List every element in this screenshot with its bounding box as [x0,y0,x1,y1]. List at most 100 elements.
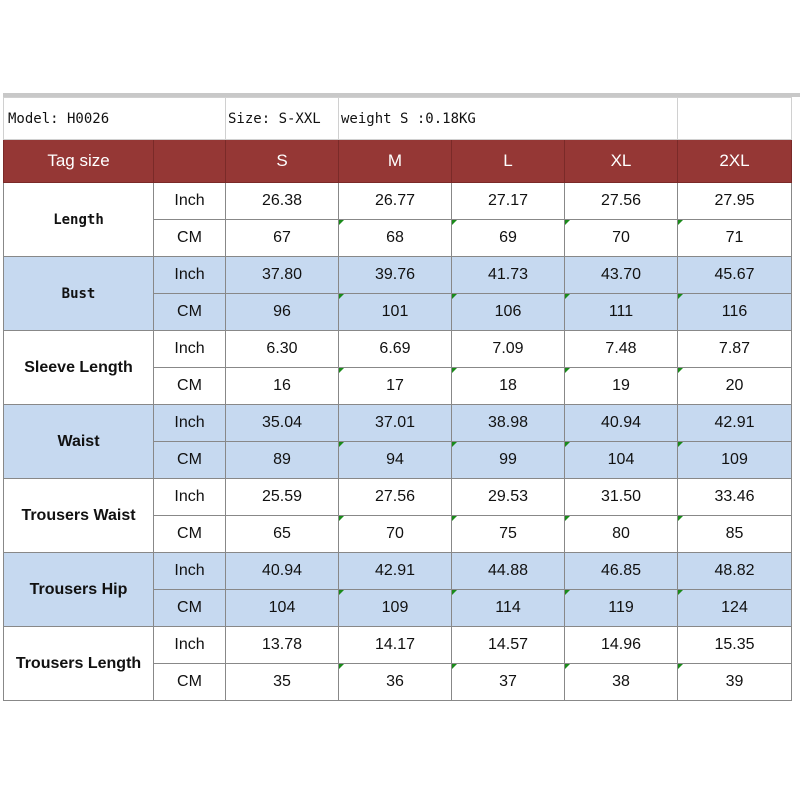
value-cell[interactable]: 42.91 [677,404,792,442]
inch-unit-cell[interactable]: Inch [153,182,226,220]
value-cell[interactable]: 70 [564,219,678,257]
value-cell[interactable]: 29.53 [451,478,565,516]
value-cell[interactable]: 109 [677,441,792,479]
value-cell[interactable]: 31.50 [564,478,678,516]
inch-unit-cell[interactable]: Inch [153,552,226,590]
tag-size-header[interactable]: Tag size [3,139,154,183]
weight-cell[interactable]: weight S :0.18KG [338,97,678,140]
inch-unit-cell[interactable]: Inch [153,626,226,664]
value-cell[interactable]: 20 [677,367,792,405]
value-cell[interactable]: 14.57 [451,626,565,664]
cm-unit-cell[interactable]: CM [153,515,226,553]
value-cell[interactable]: 38 [564,663,678,701]
value-cell[interactable]: 116 [677,293,792,331]
measurement-label-trousers-hip[interactable]: Trousers Hip [3,552,154,627]
value-cell[interactable]: 101 [338,293,452,331]
value-cell[interactable]: 69 [451,219,565,257]
value-cell[interactable]: 7.87 [677,330,792,368]
value-cell[interactable]: 75 [451,515,565,553]
unit-header[interactable] [153,139,226,183]
value-cell[interactable]: 96 [225,293,339,331]
value-cell[interactable]: 71 [677,219,792,257]
size-header-2xl[interactable]: 2XL [677,139,792,183]
inch-unit-cell[interactable]: Inch [153,256,226,294]
value-cell[interactable]: 99 [451,441,565,479]
value-cell[interactable]: 39.76 [338,256,452,294]
model-cell[interactable]: Model: H0026 [3,97,226,140]
value-cell[interactable]: 7.48 [564,330,678,368]
value-cell[interactable]: 111 [564,293,678,331]
value-cell[interactable]: 25.59 [225,478,339,516]
value-cell[interactable]: 70 [338,515,452,553]
value-cell[interactable]: 16 [225,367,339,405]
value-cell[interactable]: 35.04 [225,404,339,442]
value-cell[interactable]: 33.46 [677,478,792,516]
value-cell[interactable]: 67 [225,219,339,257]
size-header-s[interactable]: S [225,139,339,183]
value-cell[interactable]: 17 [338,367,452,405]
measurement-label-waist[interactable]: Waist [3,404,154,479]
value-cell[interactable]: 80 [564,515,678,553]
measurement-label-sleeve-length[interactable]: Sleeve Length [3,330,154,405]
value-cell[interactable]: 19 [564,367,678,405]
value-cell[interactable]: 7.09 [451,330,565,368]
value-cell[interactable]: 37 [451,663,565,701]
cm-unit-cell[interactable]: CM [153,367,226,405]
value-cell[interactable]: 68 [338,219,452,257]
size-header-xl[interactable]: XL [564,139,678,183]
value-cell[interactable]: 94 [338,441,452,479]
cm-unit-cell[interactable]: CM [153,293,226,331]
value-cell[interactable]: 37.80 [225,256,339,294]
value-cell[interactable]: 124 [677,589,792,627]
value-cell[interactable]: 104 [225,589,339,627]
value-cell[interactable]: 39 [677,663,792,701]
value-cell[interactable]: 65 [225,515,339,553]
cm-unit-cell[interactable]: CM [153,441,226,479]
value-cell[interactable]: 26.77 [338,182,452,220]
empty-cell[interactable] [677,97,792,140]
value-cell[interactable]: 18 [451,367,565,405]
value-cell[interactable]: 85 [677,515,792,553]
value-cell[interactable]: 43.70 [564,256,678,294]
value-cell[interactable]: 104 [564,441,678,479]
value-cell[interactable]: 27.56 [338,478,452,516]
value-cell[interactable]: 15.35 [677,626,792,664]
value-cell[interactable]: 41.73 [451,256,565,294]
value-cell[interactable]: 35 [225,663,339,701]
cm-unit-cell[interactable]: CM [153,589,226,627]
cm-unit-cell[interactable]: CM [153,219,226,257]
value-cell[interactable]: 45.67 [677,256,792,294]
value-cell[interactable]: 26.38 [225,182,339,220]
value-cell[interactable]: 6.30 [225,330,339,368]
cm-unit-cell[interactable]: CM [153,663,226,701]
value-cell[interactable]: 14.96 [564,626,678,664]
value-cell[interactable]: 38.98 [451,404,565,442]
value-cell[interactable]: 27.95 [677,182,792,220]
value-cell[interactable]: 42.91 [338,552,452,590]
size-header-l[interactable]: L [451,139,565,183]
measurement-label-bust[interactable]: Bust [3,256,154,331]
value-cell[interactable]: 37.01 [338,404,452,442]
value-cell[interactable]: 89 [225,441,339,479]
value-cell[interactable]: 46.85 [564,552,678,590]
value-cell[interactable]: 27.17 [451,182,565,220]
value-cell[interactable]: 44.88 [451,552,565,590]
value-cell[interactable]: 27.56 [564,182,678,220]
inch-unit-cell[interactable]: Inch [153,404,226,442]
inch-unit-cell[interactable]: Inch [153,330,226,368]
value-cell[interactable]: 40.94 [564,404,678,442]
value-cell[interactable]: 109 [338,589,452,627]
measurement-label-trousers-length[interactable]: Trousers Length [3,626,154,701]
measurement-label-trousers-waist[interactable]: Trousers Waist [3,478,154,553]
value-cell[interactable]: 48.82 [677,552,792,590]
measurement-label-length[interactable]: Length [3,182,154,257]
value-cell[interactable]: 119 [564,589,678,627]
value-cell[interactable]: 40.94 [225,552,339,590]
value-cell[interactable]: 13.78 [225,626,339,664]
size-header-m[interactable]: M [338,139,452,183]
value-cell[interactable]: 106 [451,293,565,331]
value-cell[interactable]: 6.69 [338,330,452,368]
inch-unit-cell[interactable]: Inch [153,478,226,516]
value-cell[interactable]: 114 [451,589,565,627]
value-cell[interactable]: 14.17 [338,626,452,664]
